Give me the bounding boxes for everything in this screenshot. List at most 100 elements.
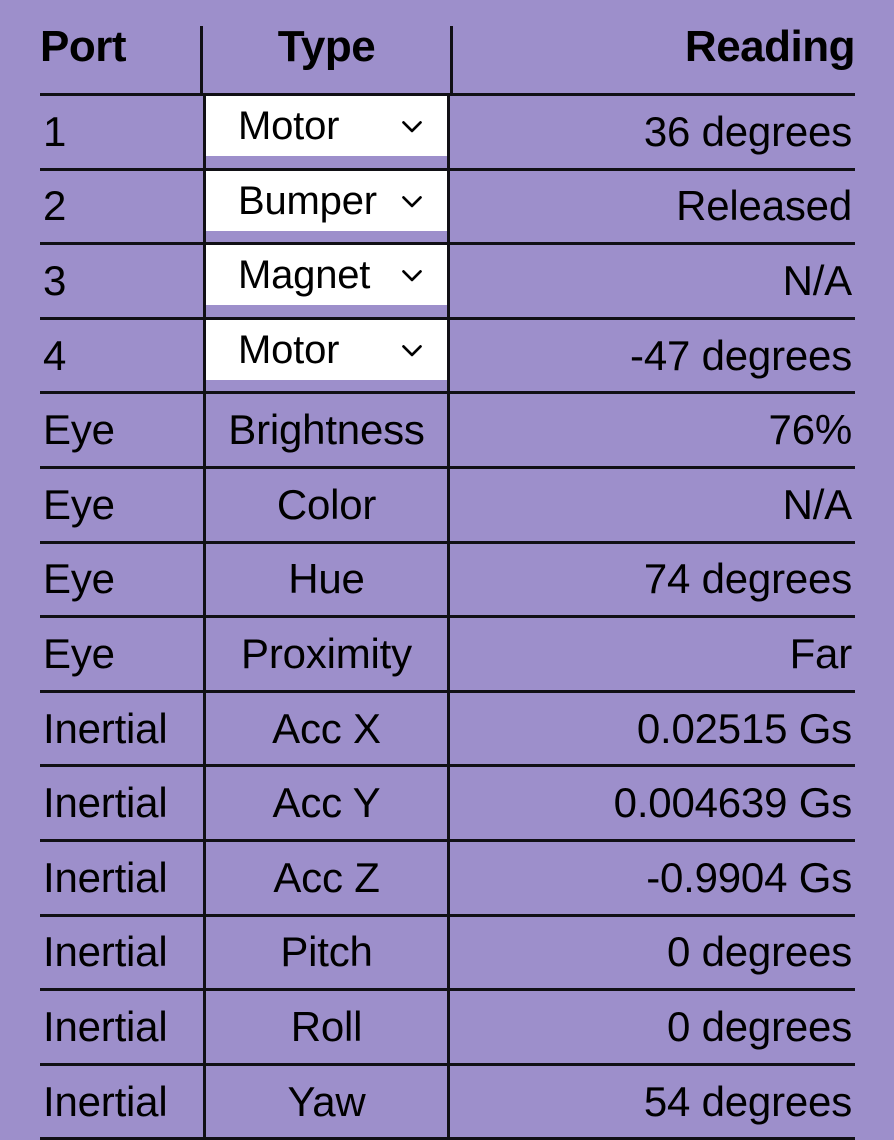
cell-type: Hue (203, 543, 450, 616)
cell-port: Inertial (40, 842, 203, 914)
cell-port: 1 (40, 96, 203, 168)
sensor-type-select-value: Magnet (238, 253, 371, 298)
sensor-type-select[interactable]: Motor (206, 96, 447, 156)
sensor-reading-value: 0 degrees (666, 1002, 852, 1050)
header-cell-port: Port (40, 0, 203, 93)
cell-port: Eye (40, 394, 203, 466)
cell-type: Acc Y (203, 767, 450, 839)
cell-reading: 0.02515 Gs (450, 693, 855, 765)
cell-type[interactable]: Magnet (203, 245, 450, 317)
sensor-type-label: Yaw (287, 1077, 366, 1125)
port-label: Inertial (43, 779, 168, 827)
sensor-type-select[interactable]: Magnet (206, 245, 447, 306)
cell-reading: N/A (450, 469, 855, 541)
table-row: Eye Proximity Far (40, 618, 855, 693)
cell-port: Inertial (40, 991, 203, 1063)
cell-type: Roll (203, 991, 450, 1063)
cell-type[interactable]: Motor (203, 319, 450, 392)
sensor-type-label: Color (276, 480, 377, 528)
sensor-reading-value: Far (789, 629, 853, 677)
port-label: Inertial (43, 704, 168, 752)
cell-reading: 0 degrees (450, 917, 855, 989)
sensor-type-select-value: Motor (238, 327, 340, 372)
port-label: 3 (43, 256, 67, 304)
table-row: Inertial Pitch 0 degrees (40, 916, 855, 992)
cell-type[interactable]: Motor (203, 96, 450, 168)
cell-type: Pitch (203, 916, 450, 989)
port-label: 1 (43, 107, 67, 155)
table-row: Inertial Acc Z -0.9904 Gs (40, 841, 855, 917)
sensor-reading-value: N/A (782, 256, 853, 304)
sensor-reading-value: 0.02515 Gs (636, 704, 852, 752)
sensor-type-label: Brightness (228, 406, 425, 454)
header-cell-reading: Reading (450, 0, 856, 93)
sensor-reading-value: 0 degrees (666, 928, 852, 976)
sensor-type-select-value: Motor (238, 104, 340, 148)
sensor-type-select[interactable]: Motor (206, 319, 447, 380)
table-row: Inertial Roll 0 degrees (40, 991, 855, 1066)
header-label-reading: Reading (684, 21, 856, 71)
table-row: 3 Magnet N/A (40, 245, 855, 320)
port-label: Eye (43, 406, 115, 454)
header-label-type: Type (277, 21, 376, 71)
port-label: Inertial (43, 1077, 168, 1125)
port-label: 4 (43, 331, 67, 379)
sensor-type-label: Hue (288, 555, 365, 603)
sensor-reading-value: Released (676, 182, 852, 230)
chevron-down-icon (395, 184, 429, 218)
cell-type: Brightness (203, 394, 450, 466)
cell-port: Inertial (40, 693, 203, 765)
cell-port: Inertial (40, 917, 203, 989)
table-row: Eye Hue 74 degrees (40, 543, 855, 619)
table-row: Eye Color N/A (40, 468, 855, 544)
chevron-down-icon (395, 109, 429, 143)
table-row: 2 Bumper Released (40, 170, 855, 246)
sensor-reading-value: 0.004639 Gs (613, 779, 853, 827)
table-body: 1 Motor 36 degrees 2 Bumper Released 3 Magnet N/… (40, 96, 855, 1140)
sensor-reading-value: 54 degrees (643, 1077, 852, 1125)
sensor-reading-value: N/A (782, 480, 853, 528)
cell-type: Yaw (203, 1065, 450, 1138)
sensor-type-label: Acc Z (273, 853, 380, 901)
cell-reading: N/A (450, 245, 855, 317)
cell-reading: 54 degrees (450, 1066, 855, 1138)
cell-port: Eye (40, 469, 203, 541)
sensor-type-label: Acc X (272, 704, 381, 752)
header-label-port: Port (40, 21, 127, 71)
sensor-reading-value: -47 degrees (630, 331, 852, 379)
table-row: 1 Motor 36 degrees (40, 96, 855, 171)
cell-reading: 74 degrees (450, 544, 855, 616)
cell-port: Inertial (40, 1066, 203, 1138)
sensor-reading-value: 74 degrees (643, 555, 852, 603)
cell-reading: Far (450, 618, 855, 690)
cell-reading: Released (450, 171, 855, 243)
table-row: 4 Motor -47 degrees (40, 319, 855, 395)
cell-reading: -0.9904 Gs (450, 842, 855, 914)
header-cell-type: Type (200, 0, 453, 93)
table-row: Eye Brightness 76% (40, 394, 855, 469)
cell-port: Eye (40, 618, 203, 690)
sensor-type-select[interactable]: Bumper (206, 170, 447, 231)
cell-port: 3 (40, 245, 203, 317)
cell-type: Proximity (203, 618, 450, 690)
port-label: Inertial (43, 1002, 168, 1050)
chevron-down-icon (395, 258, 429, 292)
sensor-type-label: Acc Y (272, 779, 381, 827)
cell-type: Acc X (203, 692, 450, 765)
sensor-reading-value: -0.9904 Gs (646, 853, 852, 901)
cell-port: Inertial (40, 767, 203, 839)
cell-type: Acc Z (203, 841, 450, 914)
sensor-readings-table: Port Type Reading 1 Motor 36 degrees 2 Bumpe… (40, 0, 856, 1140)
cell-reading: 0.004639 Gs (450, 767, 855, 839)
cell-reading: 0 degrees (450, 991, 855, 1063)
chevron-down-icon (395, 333, 429, 367)
table-row: Inertial Acc X 0.02515 Gs (40, 692, 855, 768)
sensor-reading-value: 76% (768, 406, 853, 454)
port-label: Eye (43, 629, 115, 677)
sensor-type-label: Pitch (280, 928, 373, 976)
sensor-type-select-value: Bumper (238, 178, 377, 223)
cell-type[interactable]: Bumper (203, 170, 450, 243)
port-label: Inertial (43, 928, 168, 976)
table-row: Inertial Acc Y 0.004639 Gs (40, 767, 855, 842)
sensor-reading-value: 36 degrees (643, 107, 852, 155)
